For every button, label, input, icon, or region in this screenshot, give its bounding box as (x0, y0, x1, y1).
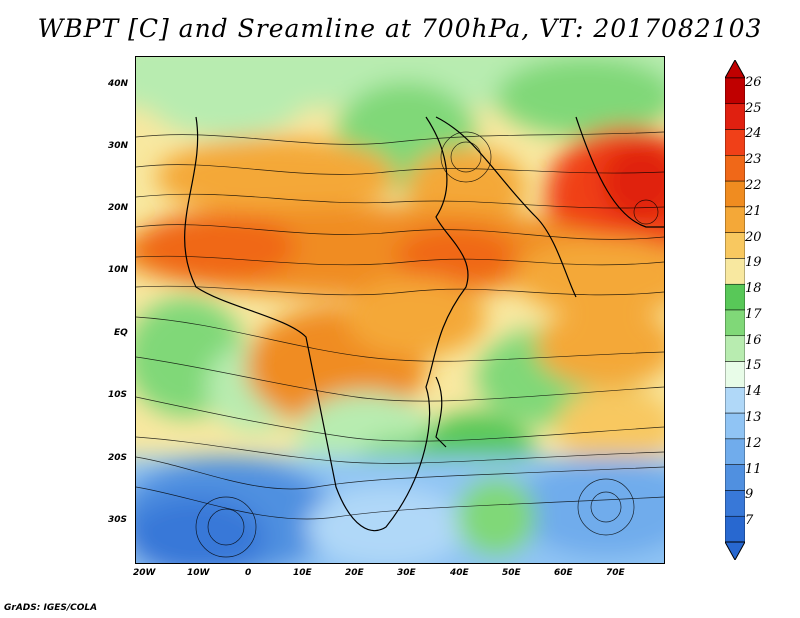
lon-label: 0 (245, 568, 252, 578)
weather-map (135, 56, 665, 564)
colorbar-segment (725, 155, 745, 182)
lat-label: 10S (108, 390, 128, 400)
colorbar-bottom-arrow (725, 541, 745, 560)
footer-credit: GrADS: IGES/COLA (4, 603, 98, 613)
lat-label: 30S (108, 515, 128, 525)
colorbar-label: 17 (745, 306, 762, 322)
colorbar-segment (725, 258, 745, 285)
lon-label: 40E (450, 568, 469, 578)
lat-label: 40N (108, 79, 129, 89)
colorbar-label: 12 (745, 435, 762, 451)
lon-label: 10E (293, 568, 312, 578)
lon-label: 60E (554, 568, 573, 578)
lon-label: 10W (187, 568, 210, 578)
colorbar-label: 24 (745, 126, 762, 142)
lat-label: 20N (108, 203, 129, 213)
colorbar-segment (725, 387, 745, 414)
lat-label: 10N (108, 265, 129, 275)
colorbar-segment (725, 515, 745, 543)
colorbar-label: 23 (745, 152, 762, 168)
streamlines (136, 131, 664, 558)
colorbar-segment (725, 283, 745, 311)
colorbar-label: 21 (745, 203, 762, 219)
map-title: WBPT [C] and Sreamline at 700hPa, VT: 20… (37, 14, 763, 43)
colorbar-segment (725, 129, 745, 156)
colorbar-label: 13 (745, 410, 762, 425)
colorbar-segment (725, 103, 745, 130)
colorbar-segment (725, 309, 745, 337)
colorbar-segment (725, 412, 745, 440)
colorbar-segment (725, 77, 745, 105)
lon-label: 30E (397, 568, 416, 578)
lat-label: 20S (108, 453, 128, 463)
colorbar-label: 9 (745, 487, 754, 503)
colorbar-label: 26 (745, 74, 762, 90)
colorbar-label: 11 (745, 461, 762, 477)
colorbar-segment (725, 335, 745, 362)
colorbar-label: 19 (745, 255, 762, 271)
colorbar-label: 25 (745, 100, 762, 116)
colorbar-segment (725, 232, 745, 259)
lon-label: 20W (133, 568, 156, 578)
colorbar-segment (725, 490, 745, 517)
lon-label: 50E (502, 568, 521, 578)
colorbar-label: 20 (745, 229, 762, 245)
colorbar-label: 16 (745, 332, 762, 348)
colorbar-label: 14 (745, 384, 762, 400)
colorbar-segment (725, 180, 745, 208)
colorbar-label: 22 (745, 178, 762, 193)
lon-label: 20E (345, 568, 364, 578)
lat-label: EQ (114, 328, 128, 338)
colorbar-top-arrow (725, 60, 745, 79)
lat-label: 30N (108, 141, 129, 151)
coastlines (184, 116, 664, 532)
colorbar-segment (725, 206, 745, 233)
colorbar (725, 60, 745, 560)
lon-label: 70E (606, 568, 625, 578)
colorbar-label: 18 (745, 281, 762, 297)
wbpt-field (136, 57, 664, 563)
colorbar-segment (725, 464, 745, 491)
colorbar-label: 15 (745, 358, 762, 374)
colorbar-segment (725, 361, 745, 388)
colorbar-label: 7 (745, 513, 754, 529)
colorbar-segment (725, 438, 745, 465)
